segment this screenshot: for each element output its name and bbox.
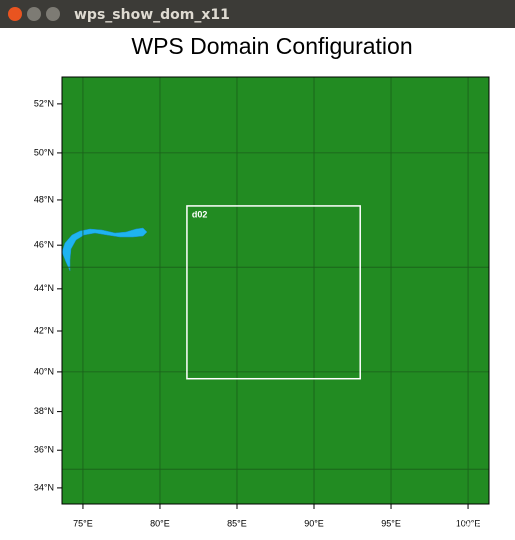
x-tick-label: 100°E (456, 518, 481, 528)
y-tick-label: 38°N (34, 406, 54, 416)
window-title: wps_show_dom_x11 (74, 7, 230, 23)
y-tick-label: 52°N (34, 98, 54, 108)
watermark: 知乎 @GISerling (398, 508, 500, 524)
minimize-button[interactable] (27, 7, 41, 21)
y-tick-label: 36°N (34, 445, 54, 455)
domain-box (186, 205, 361, 380)
watermark: CSDN @GISerling (404, 518, 500, 531)
domain-label: d02 (192, 209, 208, 219)
maximize-button[interactable] (46, 7, 60, 21)
plot-area: d02 75°E 80°E 85°E 90°E 95°E 100°E 34°N 36°N 38°N… (34, 76, 490, 528)
y-tick-label: 42°N (34, 325, 54, 335)
lake (61, 227, 148, 272)
y-tick-label: 48°N (34, 194, 54, 204)
plot-frame (61, 76, 490, 505)
map-background (62, 77, 489, 504)
close-button[interactable] (8, 7, 22, 21)
y-tick-label: 50°N (34, 147, 54, 157)
x-tick-label: 95°E (381, 518, 401, 528)
y-tick-label: 46°N (34, 240, 54, 250)
chart-title: WPS Domain Configuration (131, 33, 412, 59)
x-tick-label: 90°E (304, 518, 324, 528)
y-tick-label: 34°N (34, 482, 54, 492)
y-tick-label: 40°N (34, 366, 54, 376)
x-tick-label: 80°E (150, 518, 170, 528)
x-tick-label: 75°E (73, 518, 93, 528)
y-tick-label: 44°N (34, 283, 54, 293)
x-tick-label: 85°E (227, 518, 247, 528)
title-bar (0, 0, 515, 28)
